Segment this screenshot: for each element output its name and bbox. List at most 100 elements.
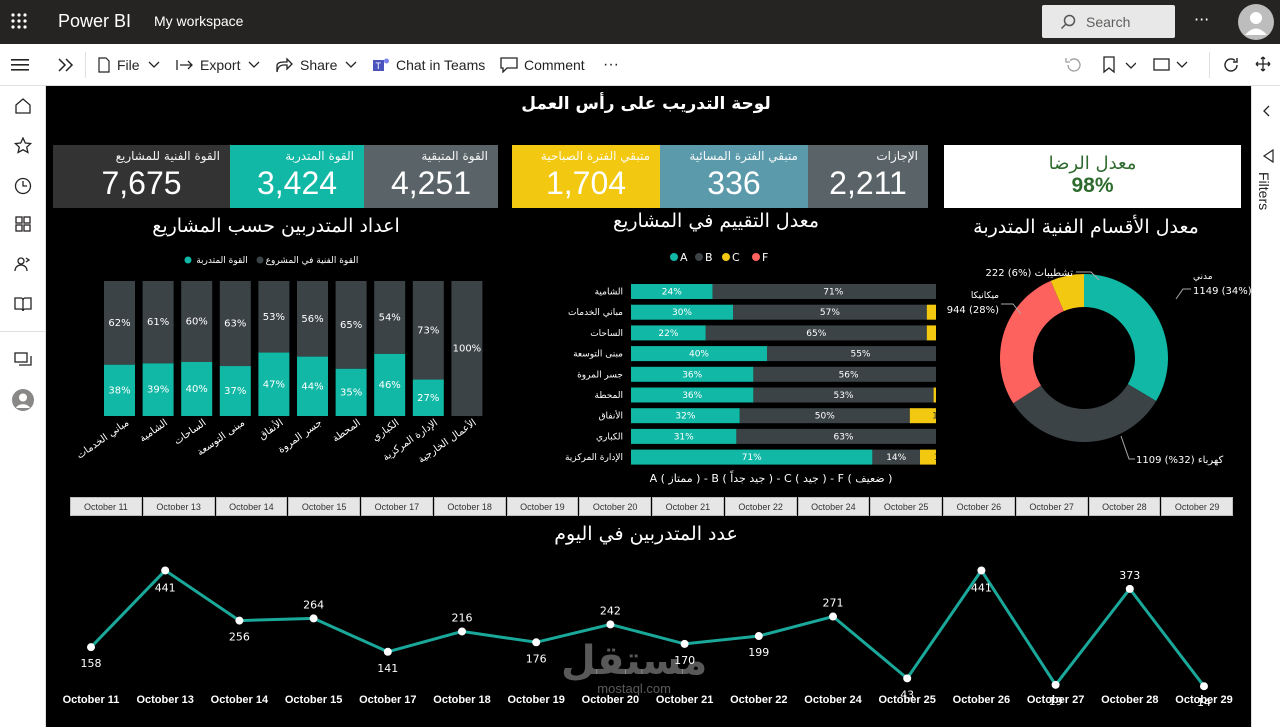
date-chip[interactable]: October 27: [1015, 497, 1088, 516]
data-point: [458, 627, 466, 636]
refresh-icon[interactable]: [1222, 56, 1240, 78]
home-icon[interactable]: [9, 92, 37, 120]
data-label: 40%: [689, 350, 709, 360]
filters-pane[interactable]: Filters: [1251, 86, 1280, 727]
recent-icon[interactable]: [9, 172, 37, 200]
date-chip[interactable]: October 22: [724, 497, 797, 516]
data-label: 271: [823, 597, 844, 610]
leader-line: [1175, 288, 1191, 300]
date-chip[interactable]: October 20: [579, 497, 651, 516]
legend-marker: [722, 253, 730, 261]
chart1-title: اعداد المتدربين حسب المشاريع: [152, 215, 400, 237]
x-tick-label: October 29: [1175, 694, 1232, 706]
x-tick-label: October 21: [656, 694, 713, 706]
bar-segment: [631, 408, 740, 424]
export-menu[interactable]: Export: [176, 44, 266, 86]
app-name[interactable]: Power BI: [58, 11, 132, 31]
departments-donut-chart: مدني 1149 (34%) 1109 كهرباء (32%) ميكانيكا 9…: [947, 268, 1251, 466]
watermark: مستقل mostaql.com: [561, 641, 707, 696]
data-label: 57%: [820, 308, 840, 318]
chat-in-teams-button[interactable]: T Chat in Teams: [372, 44, 485, 86]
kpi-value: 4,251: [390, 165, 472, 201]
kpi-label: متبقي الفترة الصباحية: [540, 149, 650, 163]
view-icon[interactable]: [1153, 57, 1189, 77]
workspaces-icon[interactable]: [9, 345, 37, 373]
bar-segment: [631, 304, 733, 320]
data-label: 158: [81, 657, 102, 670]
avatar[interactable]: [1238, 4, 1274, 40]
file-menu[interactable]: File: [97, 44, 166, 86]
hamburger-icon[interactable]: [11, 57, 29, 76]
date-chip[interactable]: October 11: [70, 497, 142, 516]
category-label: مبنى التوسعة: [573, 350, 623, 360]
category-label: الكباري: [596, 432, 623, 442]
chevron-down-icon: [249, 61, 260, 68]
bar-segment: [767, 346, 936, 362]
learn-icon[interactable]: [9, 290, 37, 318]
more-options-button[interactable]: ···: [1194, 10, 1210, 29]
bar-segment: [872, 449, 920, 465]
chevron-down-icon: [148, 61, 160, 68]
my-workspace-icon[interactable]: [9, 386, 37, 414]
date-chip[interactable]: October 21: [652, 497, 724, 516]
data-point: [1051, 680, 1060, 689]
kpi-technical-force: القوة الفنية للمشاريع 7,675: [53, 145, 230, 208]
shared-icon[interactable]: [9, 250, 37, 278]
leader-line: [1120, 435, 1135, 460]
chevron-left-icon[interactable]: [1262, 102, 1270, 121]
category-label: الإدارة المركزية: [565, 453, 623, 463]
file-label: File: [117, 57, 140, 73]
filters-label: Filters: [1256, 172, 1272, 211]
category-label: جسر المروة: [577, 370, 623, 380]
data-label: 170: [674, 654, 695, 667]
date-chip[interactable]: October 26: [943, 497, 1015, 516]
bar-segment: [219, 366, 251, 416]
data-label: 19%: [932, 412, 936, 422]
bar-segment: [181, 362, 213, 416]
bookmark-icon[interactable]: [1102, 56, 1137, 78]
date-chip[interactable]: October 25: [870, 497, 942, 516]
date-chip[interactable]: October 14: [215, 497, 288, 516]
data-point: [383, 647, 392, 656]
date-chip[interactable]: October 18: [433, 497, 506, 516]
expand-icon[interactable]: [56, 56, 76, 78]
reset-icon[interactable]: [1064, 57, 1082, 77]
data-label: 40%: [186, 384, 208, 395]
satisfaction-value: 98%: [1071, 174, 1114, 197]
apps-icon[interactable]: [9, 210, 37, 238]
share-icon: [276, 57, 293, 73]
data-label: 35%: [340, 387, 362, 398]
date-chip[interactable]: October 17: [361, 497, 433, 516]
bar-segment: [753, 366, 936, 382]
data-label: 141: [377, 662, 398, 675]
favorites-icon[interactable]: [9, 132, 37, 160]
date-chip[interactable]: October 19: [506, 497, 579, 516]
category-label: مباني الخدمات: [75, 417, 131, 461]
bar-segment: [104, 364, 135, 416]
share-menu[interactable]: Share: [276, 44, 363, 86]
workspace-link[interactable]: My workspace: [154, 13, 244, 29]
bar-segment: [631, 346, 767, 362]
app-launcher-icon[interactable]: [10, 12, 28, 30]
date-chip[interactable]: October 24: [797, 497, 870, 516]
bar-segment: [374, 353, 406, 416]
fullscreen-icon[interactable]: [1255, 56, 1271, 76]
data-label: 373: [1119, 569, 1140, 582]
chevron-down-icon: [345, 61, 357, 68]
toolbar-more-button[interactable]: ···: [603, 56, 619, 73]
data-point: [977, 566, 986, 575]
kpi-label: القوة المتدربة: [285, 149, 354, 163]
x-tick-label: October 14: [211, 694, 269, 706]
data-label: 46%: [379, 380, 401, 391]
data-label: 61%: [147, 317, 169, 328]
date-chip[interactable]: October 15: [288, 497, 360, 516]
date-chip[interactable]: October 28: [1088, 497, 1161, 516]
data-label: 441: [971, 581, 992, 594]
date-chip[interactable]: October 29: [1161, 497, 1233, 516]
date-chip[interactable]: October 13: [142, 497, 215, 516]
export-label: Export: [200, 57, 241, 73]
comment-button[interactable]: Comment: [500, 44, 585, 86]
search-box[interactable]: Search: [1042, 5, 1175, 38]
user-icon: [1245, 12, 1267, 35]
bar-segment: [926, 304, 936, 320]
